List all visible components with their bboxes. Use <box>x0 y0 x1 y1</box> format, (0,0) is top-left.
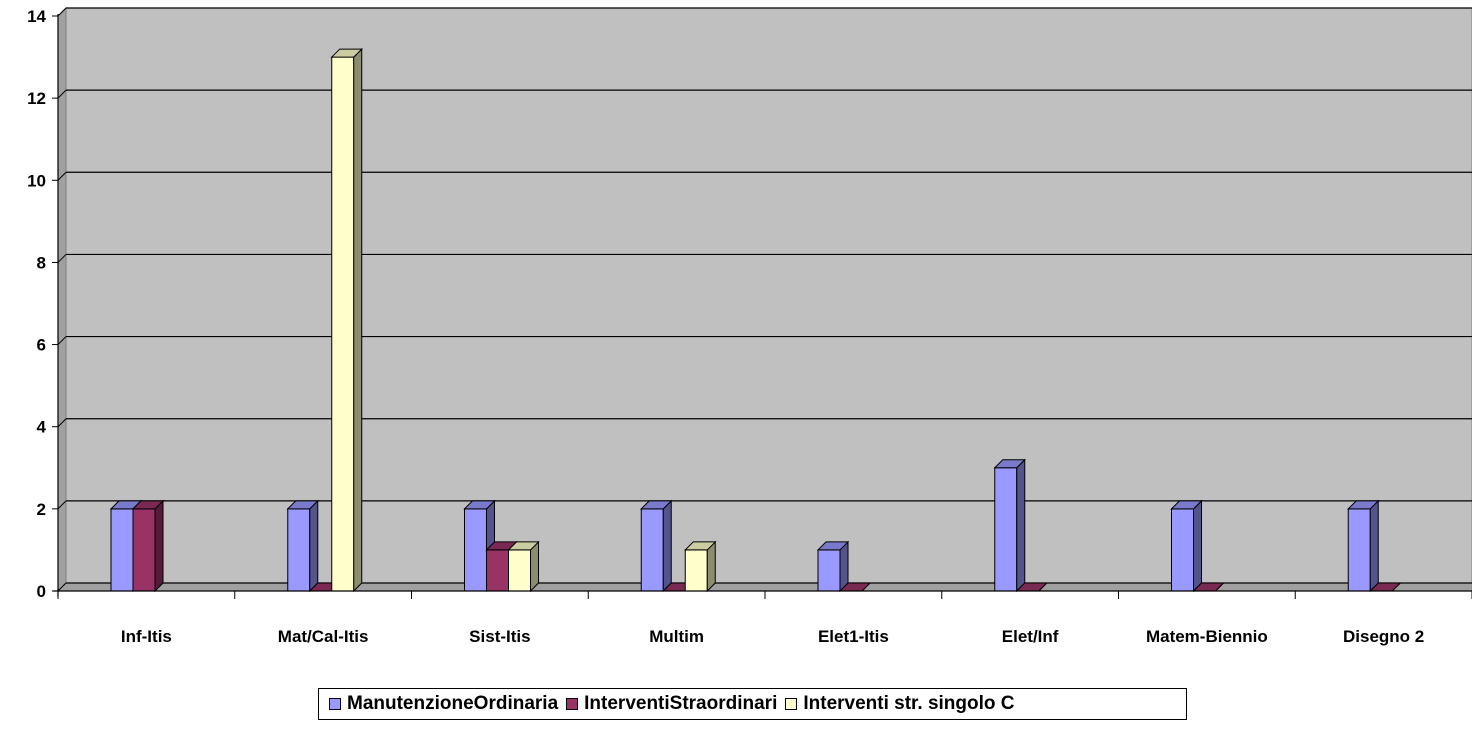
plot-side-wall <box>57 6 67 593</box>
y-tick-label-6: 12 <box>27 89 46 108</box>
bars <box>109 47 1402 593</box>
bar-top <box>507 541 540 551</box>
gridline-diag-6 <box>57 89 67 99</box>
legend-swatch-straordinari <box>566 698 579 710</box>
bar-top <box>816 541 850 551</box>
bar-manutenzioneordinaria-7 <box>1347 499 1380 593</box>
bar-side <box>1193 499 1202 593</box>
x-tick-label-7: Disegno 2 <box>1343 627 1424 646</box>
bar-front <box>994 467 1018 592</box>
bar-front <box>486 549 509 592</box>
gridline-diag-7 <box>57 7 67 17</box>
bar-interventi-str-singolo-c-2 <box>507 540 540 593</box>
gridline-diag-1 <box>57 500 67 510</box>
bar-top <box>993 459 1026 469</box>
bar-manutenzioneordinaria-6 <box>1170 499 1203 593</box>
x-tick-label-5: Elet/Inf <box>1002 627 1059 646</box>
bar-front <box>132 508 156 592</box>
gridline-diag-5 <box>57 171 67 181</box>
bar-manutenzioneordinaria-5 <box>993 458 1026 593</box>
bar-top <box>330 48 363 58</box>
bar-top <box>684 541 717 551</box>
bar-front <box>464 508 487 592</box>
legend-item-manutenzione: ManutenzioneOrdinaria <box>329 693 558 715</box>
x-tick-label-1: Mat/Cal-Itis <box>278 627 369 646</box>
bar-side <box>154 499 164 593</box>
bar-front <box>1171 508 1194 592</box>
bar-interventistraordinari-5 <box>1015 582 1048 592</box>
legend-swatch-singolo <box>785 698 798 710</box>
bar-front <box>110 508 134 592</box>
y-tick-label-5: 10 <box>27 171 46 190</box>
bar-interventi-str-singolo-c-1 <box>330 47 363 593</box>
bar-front <box>331 56 355 592</box>
gridline-diag-4 <box>57 254 67 263</box>
bar-side <box>309 499 319 593</box>
bar-side <box>353 47 363 593</box>
gridline-diag-0 <box>57 582 67 592</box>
bar-top <box>131 500 165 510</box>
gridline-diag-2 <box>57 418 67 428</box>
legend-label-manutenzione: ManutenzioneOrdinaria <box>347 693 559 714</box>
legend-swatch-manutenzione <box>329 698 341 710</box>
bar-side <box>1369 499 1379 593</box>
bar-front <box>640 508 664 592</box>
x-tick-label-2: Sist-Itis <box>469 627 530 646</box>
bar-manutenzioneordinaria-4 <box>816 540 850 593</box>
plot-floor <box>56 582 1472 592</box>
plot-back-wall <box>65 7 1472 584</box>
legend: ManutenzioneOrdinaria InterventiStraordi… <box>318 688 1187 720</box>
bar-manutenzioneordinaria-3 <box>640 499 673 593</box>
bar-front <box>508 549 531 592</box>
bar-top <box>463 500 496 510</box>
y-tick-label-7: 14 <box>27 7 46 26</box>
y-tick-label-0: 0 <box>37 582 46 601</box>
bar-front <box>287 508 311 592</box>
y-tick-label-1: 2 <box>37 500 46 519</box>
x-axis-ticks: Inf-Itis Mat/Cal-Itis Sist-Itis Multim Elet1… <box>57 591 1472 646</box>
gridline-diag-3 <box>57 336 67 345</box>
bar-front <box>684 549 708 592</box>
bar-top <box>286 500 319 510</box>
y-axis-ticks: 0 2 4 6 8 10 12 14 <box>27 7 58 601</box>
bar-top <box>1170 500 1203 510</box>
x-tick-label-6: Matem-Biennio <box>1146 627 1268 646</box>
bar-interventi-str-singolo-c-3 <box>684 540 717 593</box>
bar-top <box>640 500 673 510</box>
y-tick-label-4: 8 <box>37 253 46 272</box>
legend-label-singolo: Interventi str. singolo C <box>803 693 1015 714</box>
y-tick-label-2: 4 <box>37 418 47 437</box>
legend-label-straordinari: InterventiStraordinari <box>584 693 778 714</box>
bar-front <box>1347 508 1371 592</box>
y-tick-label-3: 6 <box>37 336 46 355</box>
axes <box>53 14 1472 597</box>
bar-manutenzioneordinaria-1 <box>286 499 319 593</box>
bar-interventistraordinari-0 <box>131 499 165 593</box>
plot-area <box>56 6 1472 593</box>
x-tick-label-0: Inf-Itis <box>121 627 172 646</box>
legend-item-straordinari: InterventiStraordinari <box>566 693 777 715</box>
x-tick-label-4: Elet1-Itis <box>818 627 889 646</box>
x-tick-label-3: Multim <box>649 627 704 646</box>
bar-side <box>662 499 672 593</box>
legend-item-singolo: Interventi str. singolo C <box>785 693 1015 715</box>
bar-side <box>1016 458 1026 593</box>
bar-front <box>817 549 841 592</box>
bar-top <box>1347 500 1380 510</box>
